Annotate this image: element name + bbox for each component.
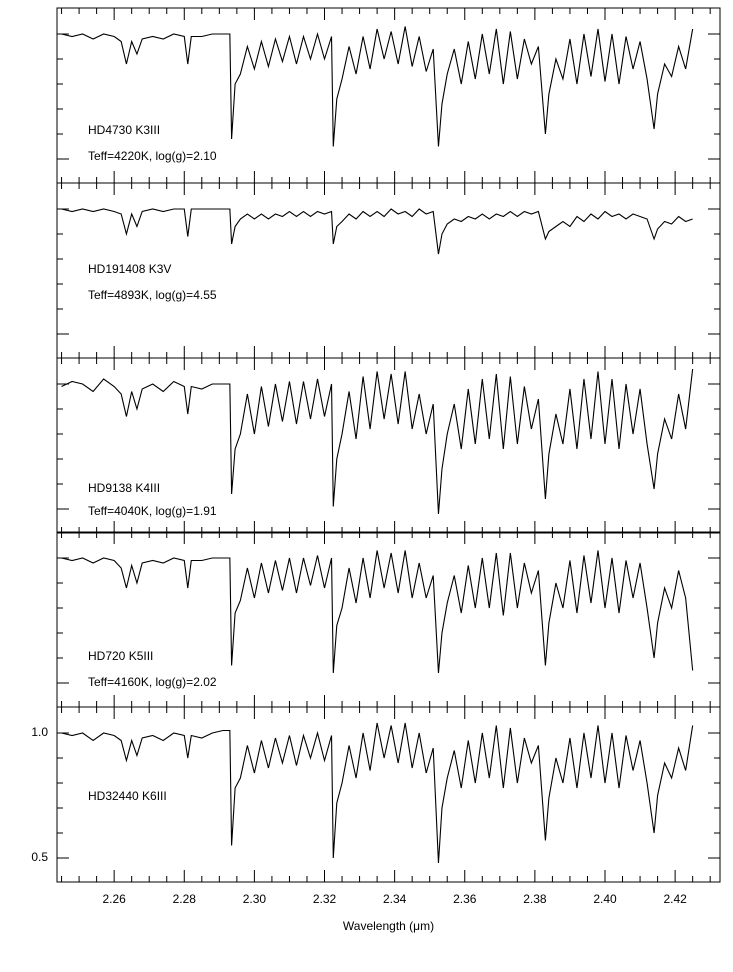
x-axis-label: Wavelength (μm) <box>343 919 434 933</box>
x-tick-label: 2.42 <box>663 892 687 906</box>
star-parameters: Teff=4893K, log(g)=4.55 <box>88 288 217 302</box>
x-tick-label: 2.28 <box>173 892 197 906</box>
x-tick-label: 2.30 <box>243 892 267 906</box>
star-parameters: Teff=4160K, log(g)=2.02 <box>88 675 217 689</box>
y-tick-label: 1.0 <box>31 725 48 739</box>
x-tick-label: 2.36 <box>453 892 477 906</box>
y-tick-label: 0.5 <box>31 850 48 864</box>
spectrum-line <box>61 722 694 864</box>
spectrum-line <box>61 550 694 674</box>
spectrum-line <box>61 26 694 147</box>
panel-frame <box>56 706 721 883</box>
x-tick-label: 2.32 <box>313 892 337 906</box>
x-tick-label: 2.26 <box>102 892 126 906</box>
star-label: HD191408 K3V <box>88 262 171 276</box>
x-tick-label: 2.40 <box>593 892 617 906</box>
star-label: HD720 K5III <box>88 649 153 663</box>
star-label: HD4730 K3III <box>88 123 160 137</box>
spectrum-line <box>61 208 693 255</box>
panel-frame <box>56 357 721 534</box>
x-tick-label: 2.34 <box>383 892 407 906</box>
spectrum-line <box>61 368 694 515</box>
star-label: HD32440 K6III <box>88 789 167 803</box>
star-label: HD9138 K4III <box>88 481 160 495</box>
x-tick-label: 2.38 <box>523 892 547 906</box>
star-parameters: Teff=4220K, log(g)=2.10 <box>88 149 217 163</box>
star-parameters: Teff=4040K, log(g)=1.91 <box>88 504 217 518</box>
